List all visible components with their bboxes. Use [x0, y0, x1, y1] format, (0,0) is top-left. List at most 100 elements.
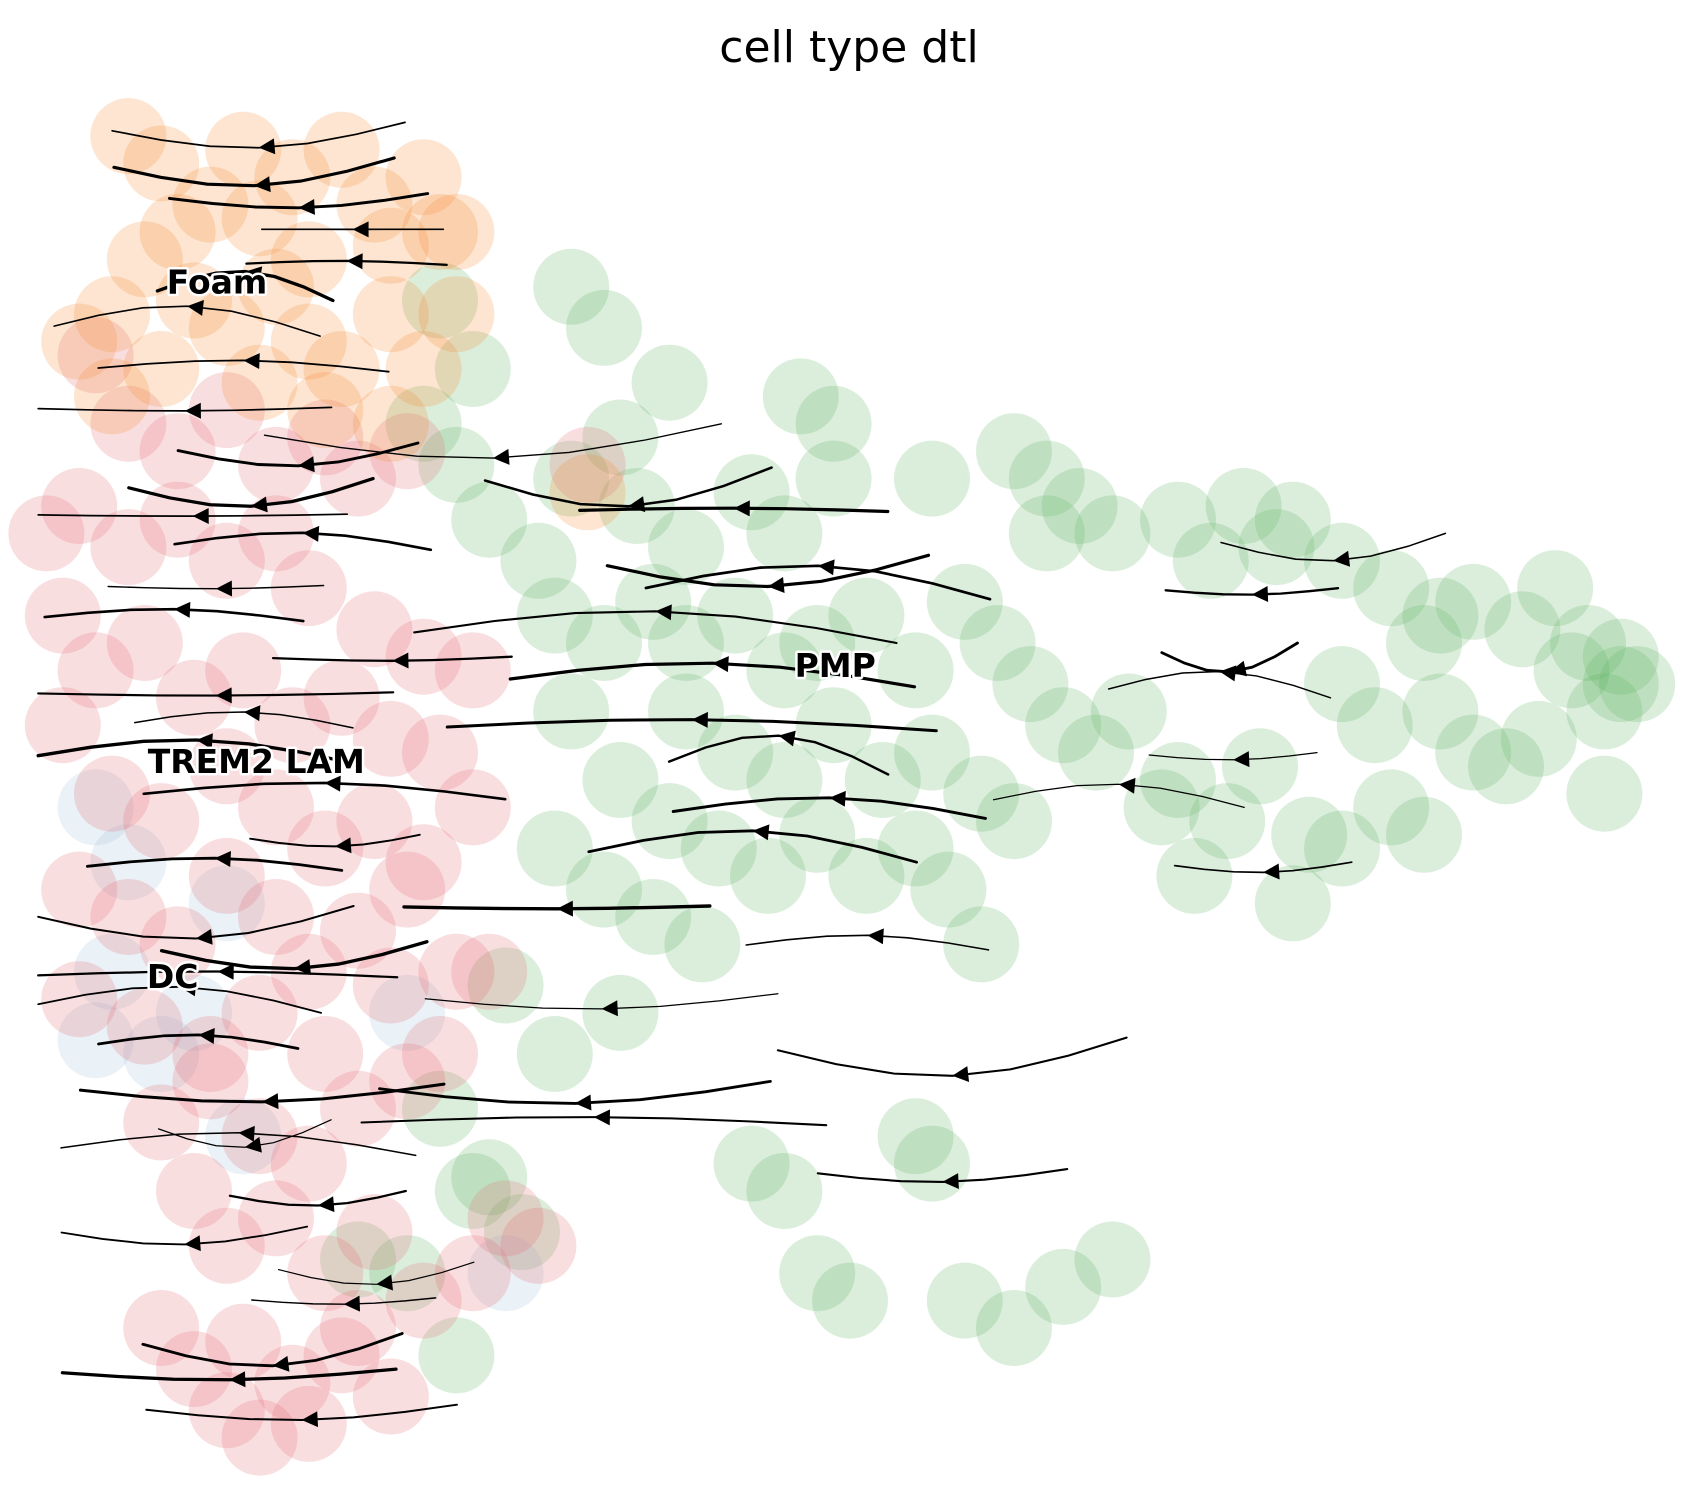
point-pmp	[582, 742, 659, 818]
point-pmp	[582, 974, 659, 1051]
velocity-streamline	[157, 1119, 332, 1148]
point-trem2-lam	[336, 591, 413, 668]
velocity-streamline	[159, 940, 429, 971]
point-trem2-lam	[123, 1290, 200, 1366]
velocity-streamline	[37, 985, 322, 1014]
point-pmp	[976, 783, 1052, 860]
point-trem2-lam	[320, 892, 396, 969]
point-trem2-lam	[188, 1207, 265, 1284]
point-trem2-lam	[90, 385, 167, 462]
point-pmp	[1386, 796, 1462, 873]
velocity-streamline	[1148, 751, 1318, 761]
point-foam	[106, 221, 183, 298]
velocity-streamline	[145, 1403, 458, 1421]
velocity-streamline	[53, 305, 321, 337]
streamline-arrowhead	[214, 850, 231, 867]
point-trem2-lam	[205, 632, 282, 709]
point-trem2-lam	[205, 1303, 282, 1380]
streamline-arrowhead	[556, 900, 573, 917]
point-foam	[352, 276, 429, 353]
point-foam	[123, 331, 200, 407]
streamline-arrowhead	[215, 687, 232, 704]
point-pmp	[1254, 481, 1331, 558]
streamline-arrowhead	[343, 1295, 361, 1312]
streamline-arrowhead	[574, 1094, 592, 1111]
point-pmp	[713, 454, 790, 531]
velocity-streamline	[37, 970, 399, 979]
velocity-streamline	[155, 269, 335, 303]
streamline-arrowhead	[179, 980, 197, 997]
point-pmp	[1074, 495, 1151, 572]
point-trem2-lam	[369, 1043, 446, 1120]
point-pmp	[1517, 550, 1594, 627]
streamline-arrowhead	[733, 500, 750, 517]
velocity-streamline	[402, 904, 712, 911]
point-pmp	[1123, 769, 1200, 846]
point-foam	[549, 454, 626, 531]
point-trem2-lam	[123, 1084, 200, 1161]
cluster-labels-layer: Foam TREM2 LAM DC PMP	[144, 260, 878, 999]
streamline-arrowhead	[712, 656, 729, 673]
point-trem2-lam	[238, 879, 314, 955]
points-layer	[8, 98, 1676, 1476]
streamline-arrowhead	[184, 1235, 201, 1252]
velocity-streamline	[587, 829, 918, 864]
point-pmp	[926, 563, 1003, 640]
point-trem2-lam	[434, 632, 511, 709]
point-pmp	[730, 837, 806, 914]
point-pmp	[1008, 440, 1085, 517]
streamline-arrowhead	[192, 508, 209, 525]
point-trem2-lam	[238, 1180, 314, 1257]
point-trem2-lam	[418, 933, 495, 1010]
point-dc	[188, 865, 265, 942]
streamline-arrowhead	[245, 266, 263, 283]
point-foam	[336, 166, 413, 243]
point-dc	[467, 1235, 544, 1312]
point-trem2-lam	[24, 687, 101, 764]
point-pmp	[1435, 563, 1512, 640]
streamline-arrowhead	[243, 353, 260, 370]
point-pmp	[566, 605, 642, 681]
velocity-streamline	[36, 738, 357, 766]
streamline-arrowhead	[1251, 586, 1269, 603]
point-pmp	[877, 632, 954, 709]
cluster-label-pmp: PMP	[795, 646, 876, 685]
streamline-arrowhead	[1233, 751, 1250, 768]
point-trem2-lam	[156, 1153, 232, 1229]
point-pmp	[894, 714, 970, 791]
streamline-arrowhead	[198, 1028, 215, 1044]
point-foam	[303, 331, 380, 407]
point-pmp	[566, 289, 642, 366]
point-trem2-lam	[287, 399, 364, 476]
point-trem2-lam	[320, 440, 396, 517]
point-trem2-lam	[41, 961, 118, 1038]
point-pmp	[795, 385, 872, 462]
point-trem2-lam	[385, 824, 462, 901]
point-trem2-lam	[188, 1372, 265, 1449]
point-trem2-lam	[287, 1235, 364, 1312]
point-pmp	[1271, 796, 1348, 873]
point-trem2-lam	[41, 851, 118, 928]
point-pmp	[418, 426, 495, 503]
point-pmp	[1353, 550, 1430, 627]
point-pmp	[582, 399, 659, 476]
point-trem2-lam	[156, 1331, 232, 1408]
velocity-streamline	[644, 564, 992, 601]
point-trem2-lam	[320, 1070, 396, 1147]
velocity-streamline	[745, 934, 990, 951]
point-trem2-lam	[352, 947, 429, 1024]
point-pmp	[877, 1098, 954, 1175]
point-pmp	[1533, 632, 1610, 709]
point-pmp	[451, 1139, 528, 1216]
point-trem2-lam	[303, 659, 380, 736]
velocity-streamline	[816, 1168, 1069, 1183]
point-trem2-lam	[188, 837, 265, 914]
velocity-streamline	[378, 1079, 772, 1105]
point-trem2-lam	[270, 1125, 347, 1202]
point-pmp	[910, 851, 987, 928]
point-trem2-lam	[369, 413, 446, 490]
streamline-arrowhead	[302, 525, 320, 542]
streamline-arrowhead	[174, 601, 191, 618]
point-trem2-lam	[385, 618, 462, 695]
